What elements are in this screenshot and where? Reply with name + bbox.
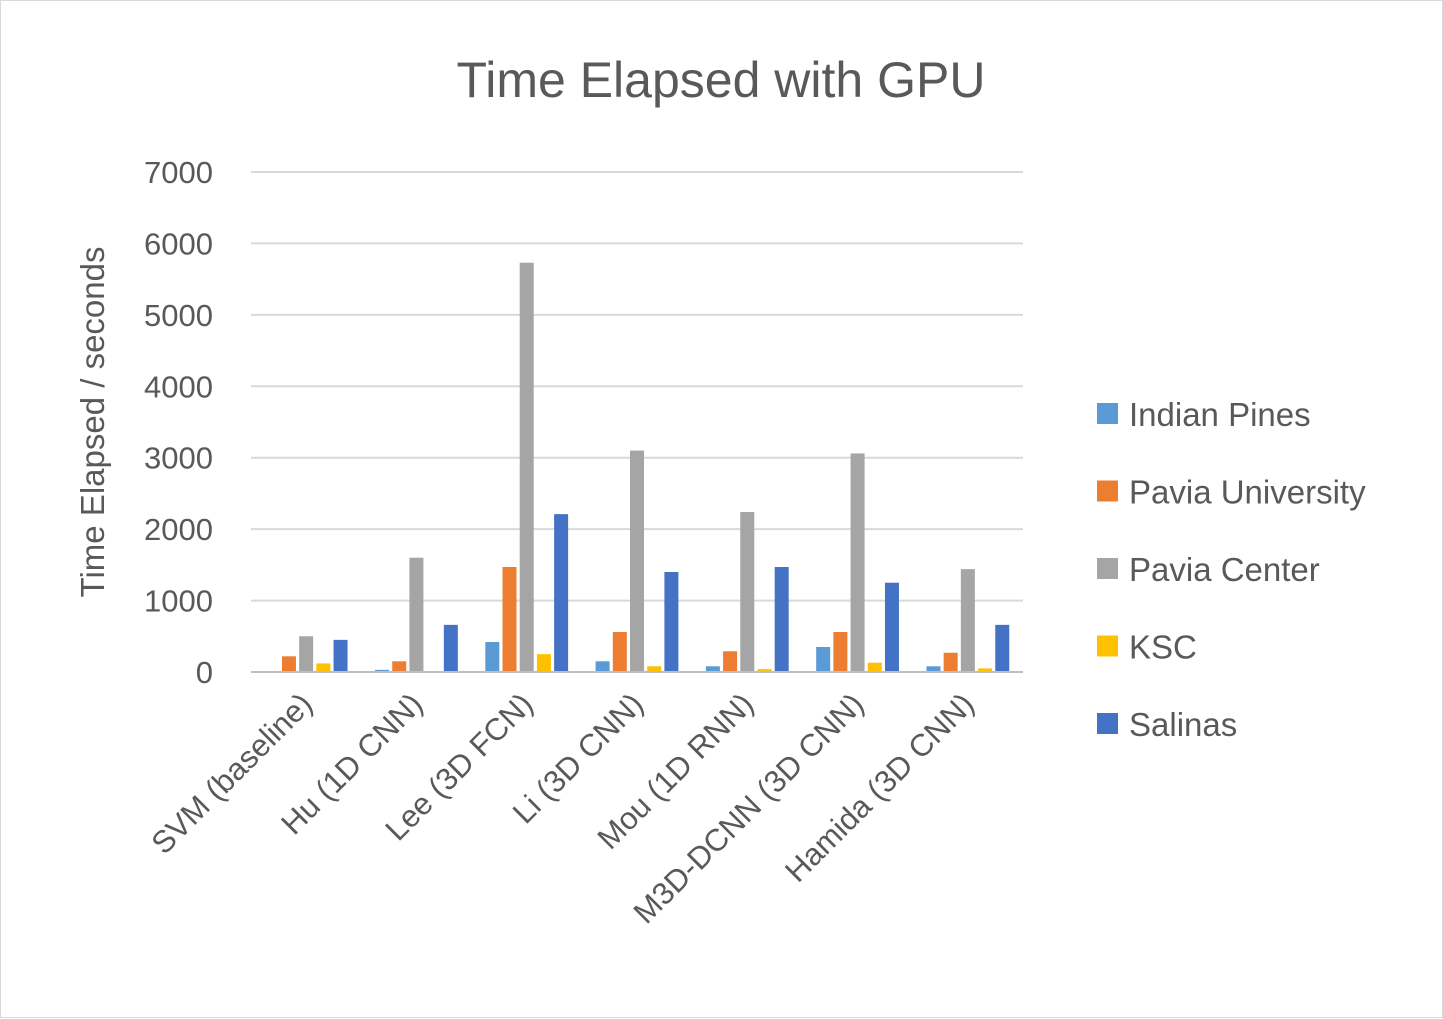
y-axis-title: Time Elapsed / seconds	[74, 247, 111, 598]
bar-salinas	[884, 582, 899, 672]
bar-ksc	[647, 666, 662, 672]
bar-indian-pines	[816, 647, 831, 672]
y-tick-label: 4000	[144, 369, 213, 404]
bar-indian-pines	[375, 669, 390, 672]
bar-pavia-university	[281, 656, 296, 672]
y-tick-label: 7000	[144, 155, 213, 190]
bar-pavia-center	[299, 636, 314, 672]
x-axis-categories: SVM (baseline)Hu (1D CNN)Lee (3D FCN)Li …	[144, 686, 980, 930]
bar-pavia-center	[850, 453, 865, 672]
legend-label: Pavia Center	[1129, 551, 1320, 588]
bar-indian-pines	[485, 642, 500, 672]
bar-indian-pines	[926, 666, 941, 672]
y-tick-label: 2000	[144, 512, 213, 547]
y-tick-label: 5000	[144, 298, 213, 333]
bar-pavia-university	[502, 567, 517, 672]
bar-pavia-university	[612, 632, 627, 672]
bar-pavia-center	[960, 569, 975, 672]
bar-pavia-center	[630, 450, 644, 672]
bar-salinas	[443, 624, 458, 672]
chart-title: Time Elapsed with GPU	[457, 52, 986, 108]
legend-swatch	[1097, 635, 1118, 657]
bar-pavia-center	[519, 262, 534, 672]
bar-salinas	[774, 567, 789, 672]
legend-swatch	[1097, 480, 1118, 502]
bars	[281, 262, 1010, 672]
bar-salinas	[995, 624, 1010, 672]
bar-ksc	[757, 669, 772, 672]
legend-swatch	[1097, 713, 1118, 734]
legend-label: Indian Pines	[1129, 396, 1311, 433]
y-tick-label: 1000	[144, 584, 213, 619]
bar-indian-pines	[595, 661, 610, 672]
legend-label: KSC	[1129, 629, 1197, 666]
bar-pavia-center	[409, 557, 424, 672]
bar-indian-pines	[705, 666, 720, 672]
y-tick-label: 3000	[144, 441, 213, 476]
legend-swatch	[1097, 403, 1118, 424]
bar-ksc	[978, 668, 993, 672]
bar-salinas	[333, 639, 348, 672]
legend: Indian Pines Pavia University Pavia Center…	[1097, 396, 1366, 743]
bar-ksc	[316, 663, 331, 672]
bar-ksc	[536, 654, 551, 672]
bar-pavia-university	[392, 661, 407, 672]
y-tick-label: 0	[196, 655, 213, 690]
y-tick-label: 6000	[144, 226, 213, 261]
bar-pavia-university	[833, 632, 848, 672]
bar-salinas	[664, 572, 679, 672]
bar-ksc	[867, 662, 882, 672]
bar-pavia-center	[740, 512, 755, 672]
bar-pavia-university	[943, 652, 958, 672]
legend-swatch	[1097, 558, 1118, 579]
x-category-label: Hamida (3D CNN)	[778, 686, 981, 889]
bar-salinas	[554, 514, 569, 672]
legend-label: Pavia University	[1129, 474, 1366, 511]
legend-label: Salinas	[1129, 706, 1237, 743]
bar-pavia-university	[723, 651, 738, 672]
y-axis-ticks: 0 1000 2000 3000 4000 5000 6000 7000	[144, 155, 213, 690]
